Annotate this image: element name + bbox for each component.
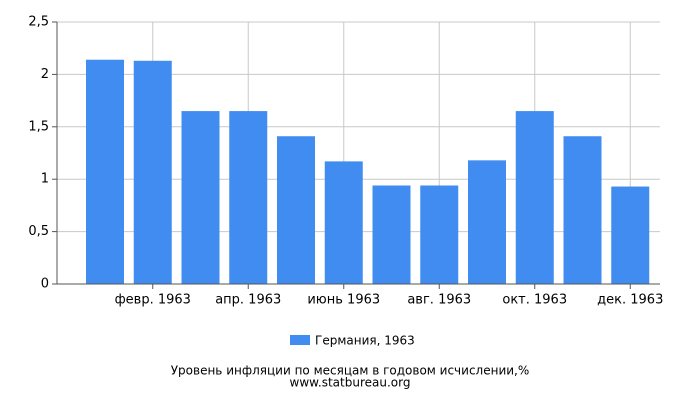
legend-label: Германия, 1963 bbox=[315, 334, 415, 348]
bar bbox=[563, 136, 602, 284]
bar bbox=[86, 59, 124, 285]
x-tick-label: апр. 1963 bbox=[215, 293, 281, 308]
bar bbox=[611, 186, 650, 284]
y-tick-label: 0 bbox=[41, 277, 49, 292]
bar bbox=[133, 60, 172, 284]
y-tick-label: 2,5 bbox=[28, 15, 49, 30]
x-tick-label: июнь 1963 bbox=[307, 293, 380, 308]
y-tick-label: 2 bbox=[41, 67, 49, 82]
y-tick-label: 1,5 bbox=[28, 119, 49, 134]
x-tick-label: авг. 1963 bbox=[407, 293, 471, 308]
bar bbox=[229, 111, 268, 284]
y-tick-label: 1 bbox=[41, 172, 49, 187]
bar bbox=[277, 136, 315, 284]
x-tick-label: окт. 1963 bbox=[502, 293, 567, 308]
x-axis-label: Уровень инфляции по месяцам в годовом ис… bbox=[171, 364, 530, 378]
legend-swatch bbox=[290, 335, 310, 345]
x-tick-label: февр. 1963 bbox=[115, 293, 191, 308]
bar bbox=[324, 161, 363, 284]
x-tick-label: дек. 1963 bbox=[597, 293, 663, 308]
bar bbox=[181, 111, 220, 284]
y-tick-label: 0,5 bbox=[28, 224, 49, 239]
bar bbox=[372, 185, 411, 284]
source: www.statbureau.org bbox=[290, 376, 411, 390]
bar bbox=[420, 185, 459, 284]
bar bbox=[515, 111, 554, 284]
bar bbox=[468, 160, 506, 284]
